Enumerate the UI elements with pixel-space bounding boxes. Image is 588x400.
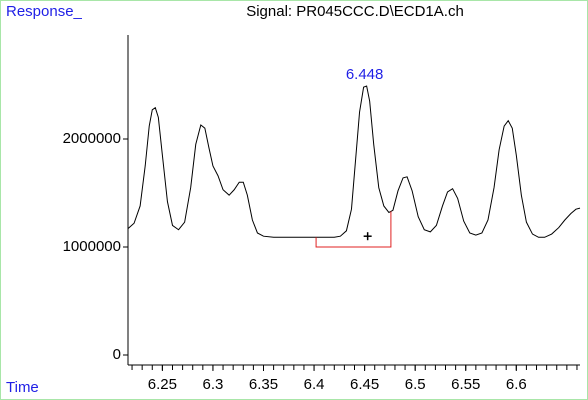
x-tick-label: 6.45 <box>350 376 379 393</box>
x-tick-label: 6.5 <box>405 376 426 393</box>
y-tick-label: 1000000 <box>63 238 121 255</box>
x-tick-label: 6.6 <box>506 376 527 393</box>
chart-title: Signal: PR045CCC.D\ECD1A.ch <box>246 3 464 20</box>
integration-baseline <box>315 211 392 248</box>
marker <box>363 232 372 241</box>
x-tick-label: 6.3 <box>203 376 224 393</box>
x-tick-label: 6.35 <box>249 376 278 393</box>
y-tick-label: 2000000 <box>63 130 121 147</box>
signal-line <box>127 85 581 238</box>
x-tick-label: 6.25 <box>148 376 177 393</box>
peak-label: 6.448 <box>346 66 384 83</box>
x-axis-label: Time <box>6 379 39 396</box>
y-tick-label: 0 <box>113 346 121 363</box>
x-tick-label: 6.4 <box>304 376 325 393</box>
x-tick-label: 6.55 <box>451 376 480 393</box>
y-axis-label: Response_ <box>6 3 83 20</box>
